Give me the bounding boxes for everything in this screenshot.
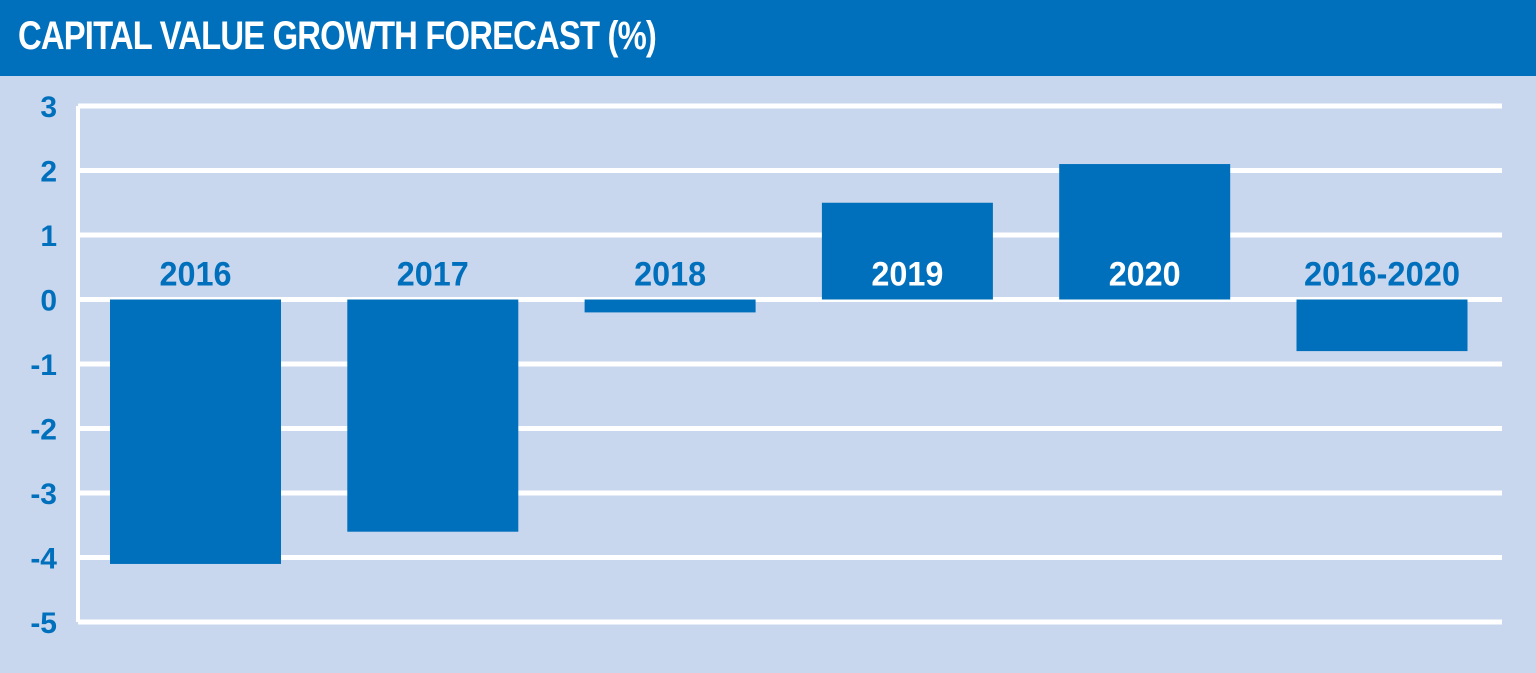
bar-2018 bbox=[584, 299, 756, 313]
y-tick-label: 1 bbox=[40, 220, 57, 253]
bar-2016 bbox=[110, 299, 281, 564]
bar-2020 bbox=[1059, 164, 1231, 300]
category-label: 2017 bbox=[397, 256, 469, 294]
category-labels: 2016 2017 2018 2019 2020 2016-2020 bbox=[160, 256, 1461, 294]
category-label: 2018 bbox=[634, 256, 706, 294]
y-tick-label: -3 bbox=[30, 478, 57, 511]
category-label: 2019 bbox=[871, 256, 943, 294]
bar-2019 bbox=[821, 202, 993, 300]
bar-chart: 3 2 1 0 -1 -2 -3 -4 -5 2016 2017 2018 2019 2020 2016-… bbox=[30, 91, 1502, 640]
bar-2016-2020 bbox=[1296, 299, 1468, 352]
chart-title: CAPITAL VALUE GROWTH FORECAST (%) bbox=[18, 14, 657, 58]
bar-2017 bbox=[347, 299, 519, 532]
gridlines bbox=[78, 103, 1502, 625]
y-axis: 3 2 1 0 -1 -2 -3 -4 -5 bbox=[30, 91, 80, 640]
y-tick-label: 2 bbox=[40, 156, 57, 189]
y-tick-label: -2 bbox=[30, 414, 57, 447]
y-tick-label: 0 bbox=[40, 285, 57, 318]
chart-header: CAPITAL VALUE GROWTH FORECAST (%) bbox=[0, 0, 1536, 76]
y-tick-label: -4 bbox=[30, 543, 57, 576]
y-tick-label: -5 bbox=[30, 607, 57, 640]
category-label: 2016 bbox=[160, 256, 232, 294]
y-tick-label: 3 bbox=[40, 91, 57, 124]
category-label: 2016-2020 bbox=[1304, 256, 1460, 294]
category-label: 2020 bbox=[1109, 256, 1181, 294]
bars bbox=[110, 164, 1468, 564]
y-tick-label: -1 bbox=[30, 349, 57, 382]
